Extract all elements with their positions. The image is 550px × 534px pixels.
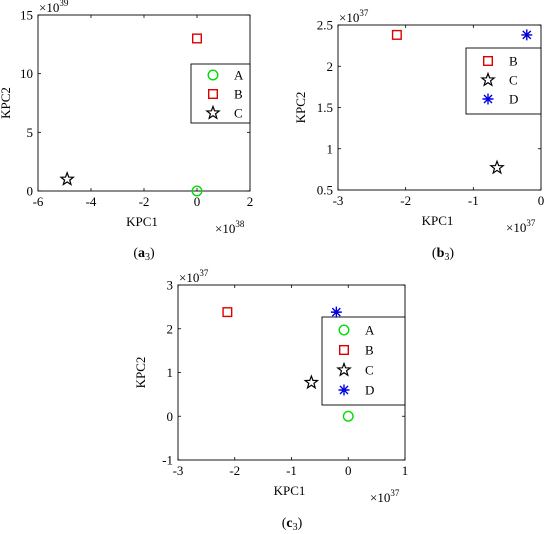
y-multiplier: ×1039 xyxy=(39,0,69,15)
legend-a3: ABC xyxy=(190,63,251,124)
legend-label: C xyxy=(234,106,243,121)
y-tick-label: 1.5 xyxy=(317,100,333,115)
y-tick-label: 1 xyxy=(167,365,174,380)
x-tick-label: -3 xyxy=(333,193,344,208)
legend-box xyxy=(190,63,251,124)
y-tick-label: 2 xyxy=(327,59,334,74)
legend-label: A xyxy=(234,68,244,83)
x-axis-label: KPC1 xyxy=(422,213,454,228)
point-a xyxy=(191,185,203,197)
y-axis-label: KPC2 xyxy=(133,357,148,389)
point-c xyxy=(489,159,505,175)
legend-label: B xyxy=(234,87,243,102)
legend-label: D xyxy=(509,92,518,107)
x-tick-label: -1 xyxy=(468,193,479,208)
legend-label: C xyxy=(509,73,518,88)
x-tick-label: 0 xyxy=(538,193,545,208)
x-tick-label: -3 xyxy=(173,463,184,478)
x-tick-label: -4 xyxy=(86,194,97,209)
y-tick-label: 2 xyxy=(167,321,174,336)
panel-caption: (a3) xyxy=(133,246,155,263)
x-tick-label: -6 xyxy=(33,194,44,209)
y-axis-label: KPC2 xyxy=(0,87,13,119)
y-tick-label: 10 xyxy=(20,66,33,81)
y-tick-label: 5 xyxy=(27,125,34,140)
legend-marker-b xyxy=(339,345,350,356)
y-tick-label: 2.5 xyxy=(317,18,333,33)
legend-label: D xyxy=(365,383,374,398)
y-tick-label: 1 xyxy=(327,141,334,156)
y-tick-label: -1 xyxy=(162,453,173,468)
x-multiplier: ×1037 xyxy=(506,218,536,235)
point-b xyxy=(391,29,402,40)
x-tick-label: -2 xyxy=(139,194,150,209)
x-tick-label: -2 xyxy=(400,193,411,208)
legend-box xyxy=(465,47,542,115)
x-tick-label: 1 xyxy=(402,463,409,478)
legend-marker-a xyxy=(207,69,219,81)
y-tick-label: 3 xyxy=(167,278,174,293)
point-c xyxy=(59,171,75,186)
point-c xyxy=(303,374,320,390)
legend-marker-b xyxy=(207,88,218,99)
legend-label: C xyxy=(365,363,374,378)
panel-a3: -6 -4 -2 0 2 0 5 10 15 ×1039 ×1038 KPC1 KPC2 ABC (a3) xyxy=(0,0,253,263)
x-tick-label: -2 xyxy=(229,463,240,478)
x-multiplier: ×1038 xyxy=(215,219,245,236)
x-multiplier: ×1037 xyxy=(370,488,400,505)
y-tick-label: 0 xyxy=(27,184,34,199)
y-axis-label: KPC2 xyxy=(293,92,308,124)
y-tick-label: 0 xyxy=(167,409,174,424)
legend-marker-c xyxy=(205,104,221,120)
legend-label: B xyxy=(365,343,374,358)
legend-marker-b xyxy=(483,56,494,67)
point-b xyxy=(222,307,233,318)
x-tick-label: -1 xyxy=(286,463,297,478)
x-axis-label: KPC1 xyxy=(126,214,158,229)
legend-marker-d xyxy=(482,93,494,105)
x-axis-label: KPC1 xyxy=(274,483,306,498)
point-a xyxy=(342,410,354,422)
x-tick-label: 2 xyxy=(247,194,254,209)
point-b xyxy=(191,33,202,44)
panel-caption: (b3) xyxy=(432,246,454,263)
point-d xyxy=(521,29,533,41)
y-tick-label: 15 xyxy=(20,8,33,23)
legend-label: A xyxy=(365,323,375,338)
legend-box xyxy=(321,316,406,406)
legend-marker-c xyxy=(336,361,352,377)
y-multiplier: ×1037 xyxy=(179,268,209,285)
legend-b3: BCD xyxy=(465,47,542,115)
x-tick-label: 0 xyxy=(194,194,201,209)
legend-label: B xyxy=(509,54,518,69)
legend-marker-a xyxy=(338,324,350,336)
legend-marker-c xyxy=(480,71,496,87)
point-d xyxy=(330,306,342,318)
panel-caption: (c3) xyxy=(282,516,303,533)
x-tick-label: 0 xyxy=(345,463,352,478)
y-multiplier: ×1037 xyxy=(339,8,369,25)
legend-marker-d xyxy=(338,384,350,396)
panel-b3: -3 -2 -1 0 0.5 1 1.5 2 2.5 ×1037 ×1037 KPC1 KPC2 BCD (… xyxy=(293,8,544,263)
y-tick-label: 0.5 xyxy=(317,183,333,198)
